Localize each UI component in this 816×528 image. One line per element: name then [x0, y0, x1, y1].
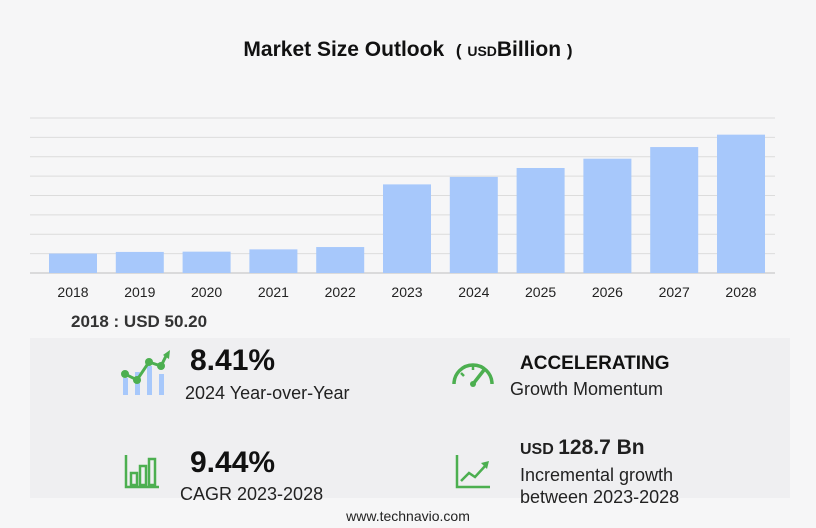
x-tick-label-2020: 2020: [191, 284, 222, 300]
incremental-label-line1: Incremental growth: [520, 465, 674, 485]
title-unit-billion: Billion: [496, 38, 562, 61]
cagr-label: CAGR 2023-2028: [180, 484, 324, 504]
x-tick-label-2027: 2027: [659, 284, 690, 300]
x-tick-label-2025: 2025: [525, 284, 556, 300]
bar-2018: [49, 253, 97, 273]
bar-2025: [516, 167, 565, 273]
x-tick-label-2023: 2023: [391, 284, 422, 300]
momentum-label: Growth Momentum: [510, 379, 664, 399]
bar-2023: [383, 184, 431, 273]
trend-line-icon: [455, 455, 490, 489]
bar-2024: [449, 176, 498, 273]
x-tick-label-2019: 2019: [124, 284, 155, 300]
bar-2019: [115, 251, 164, 273]
chart-title: Market Size Outlook ( USDBillion ): [0, 38, 816, 62]
x-tick-label-2022: 2022: [325, 284, 356, 300]
growth-chart-icon: [121, 350, 170, 395]
speedometer-icon: [452, 363, 494, 387]
yoy-label: 2024 Year-over-Year: [185, 383, 350, 403]
incremental-value-line: USD 128.7 Bn: [520, 436, 645, 460]
x-tick-label-2026: 2026: [592, 284, 623, 300]
title-open-paren: (: [455, 41, 462, 60]
momentum-value: ACCELERATING: [520, 353, 670, 374]
bar-2020: [182, 251, 231, 273]
title-unit-usd: USD: [467, 43, 497, 59]
bar-2022: [316, 247, 365, 273]
footer-url: www.technavio.com: [346, 508, 470, 524]
incremental-value: 128.7 Bn: [558, 436, 645, 459]
bar-2028: [717, 134, 765, 273]
bar-chart-icon: [124, 455, 159, 489]
incremental-label-line2: between 2023-2028: [520, 487, 680, 507]
bar-2026: [583, 158, 632, 273]
x-tick-label-2018: 2018: [57, 284, 88, 300]
bar-chart: 2018 2019 2020 2021 2022 2023 2024 2025 2026 2027…: [30, 117, 775, 300]
chart-title-main: Market Size Outlook: [243, 38, 445, 61]
yoy-value: 8.41%: [190, 344, 276, 377]
x-tick-label-2021: 2021: [258, 284, 289, 300]
incremental-unit: USD: [520, 441, 554, 458]
bar-2021: [249, 249, 298, 273]
x-tick-label-2024: 2024: [458, 284, 489, 300]
title-close-paren: ): [566, 41, 573, 60]
x-tick-label-2028: 2028: [725, 284, 756, 300]
bar-2027: [650, 147, 699, 273]
base-year-label: 2018 : USD 50.20: [71, 312, 208, 331]
cagr-value: 9.44%: [190, 446, 276, 479]
